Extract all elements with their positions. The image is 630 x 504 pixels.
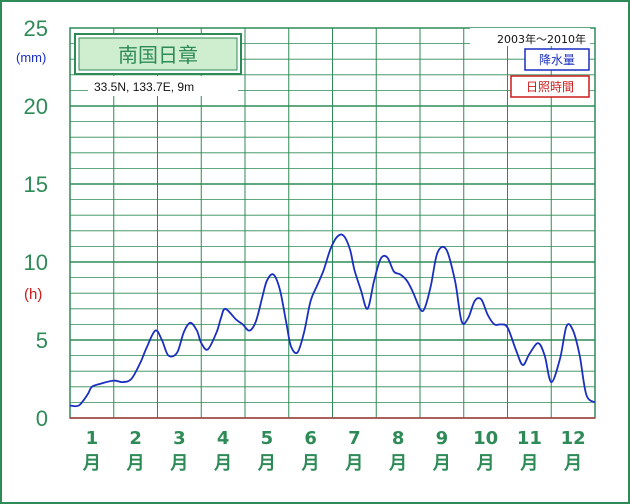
data-period: 2003年～2010年 <box>497 32 586 46</box>
month-suffix-label: 月 <box>432 453 451 474</box>
month-number-label: 4 <box>217 428 230 449</box>
period-background <box>470 28 590 46</box>
month-suffix-label: 月 <box>388 453 407 474</box>
sunshine-line <box>69 233 596 408</box>
y-axis-tick-labels: 0 5 10 15 20 25 <box>24 16 48 431</box>
y-tick-label: 15 <box>24 172 48 197</box>
plot-grid <box>69 27 596 419</box>
month-suffix-label: 月 <box>476 453 495 474</box>
month-number-label: 7 <box>348 428 361 449</box>
month-number-label: 6 <box>304 428 317 449</box>
month-suffix-label: 月 <box>519 453 538 474</box>
month-number-label: 10 <box>473 428 498 449</box>
legend: 降水量 日照時間 <box>510 48 590 98</box>
month-number-label: 5 <box>261 428 274 449</box>
y-tick-label: 0 <box>36 406 48 431</box>
month-number-label: 12 <box>561 428 586 449</box>
y-tick-label: 25 <box>24 16 48 41</box>
month-number-label: 11 <box>517 428 542 449</box>
legend-precip-label: 降水量 <box>539 53 575 67</box>
station-title-inner <box>78 37 238 71</box>
month-suffix-label: 月 <box>213 453 232 474</box>
station-title-box: 南国日章 <box>74 33 242 75</box>
month-suffix-label: 月 <box>257 453 276 474</box>
month-suffix-label: 月 <box>169 453 188 474</box>
data-series <box>69 233 596 419</box>
y-tick-label: 20 <box>24 94 48 119</box>
month-number-label: 8 <box>392 428 405 449</box>
legend-sunshine-label: 日照時間 <box>526 80 574 94</box>
y-tick-label: 10 <box>24 250 48 275</box>
y-tick-label: 5 <box>36 328 48 353</box>
legend-precip-box <box>524 48 590 71</box>
coords-background <box>88 76 238 96</box>
month-suffix-label: 月 <box>563 453 582 474</box>
x-axis-month-labels: 1 月 2 月 3 月 4 月 5 月 6 月 7 月 8 月 9 月 10 月 11 月 12 月 <box>82 428 586 474</box>
month-suffix-label: 月 <box>82 453 101 474</box>
month-number-label: 9 <box>436 428 449 449</box>
month-suffix-label: 月 <box>301 453 320 474</box>
month-suffix-label: 月 <box>344 453 363 474</box>
legend-sunshine-box <box>510 75 590 98</box>
station-name: 南国日章 <box>118 43 198 67</box>
sunshine-unit-label: (h) <box>24 286 42 303</box>
month-number-label: 1 <box>86 428 99 449</box>
month-suffix-label: 月 <box>126 453 145 474</box>
month-number-label: 3 <box>173 428 186 449</box>
precip-unit-label: (mm) <box>16 50 46 65</box>
month-number-label: 2 <box>129 428 142 449</box>
station-coords: 33.5N, 133.7E, 9m <box>94 80 194 94</box>
